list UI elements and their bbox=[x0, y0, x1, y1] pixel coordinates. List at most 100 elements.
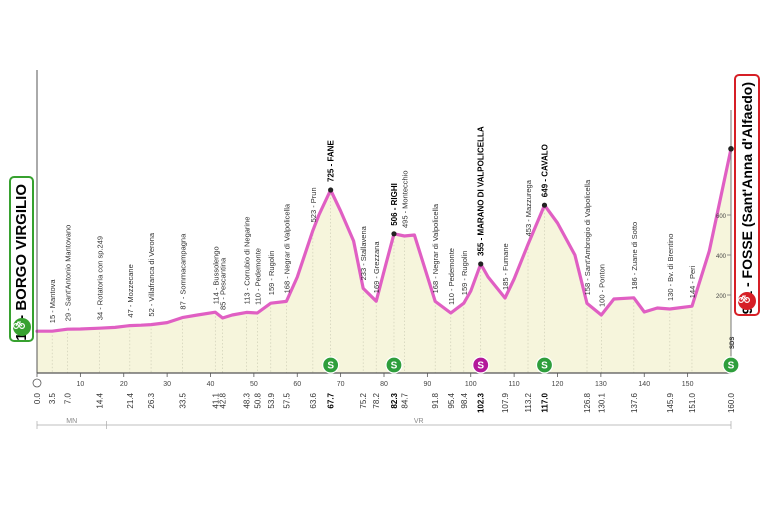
region-label: MN bbox=[66, 418, 77, 425]
place-label: 144 - Peri bbox=[688, 265, 697, 298]
start-flag-icon bbox=[12, 318, 31, 336]
x-tick-label: 120 bbox=[552, 381, 564, 388]
place-label: 87 - Sommacampagna bbox=[178, 233, 187, 310]
km-value-label: 50.8 bbox=[253, 392, 262, 408]
place-label: 355 - MARANO DI VALPOLICELLA bbox=[477, 126, 486, 256]
place-label: 110 - Pedemonte bbox=[447, 248, 456, 305]
x-tick-label: 20 bbox=[120, 381, 128, 388]
finish-label: 931 - FOSSE (Sant'Anna d'Alfaedo) bbox=[739, 82, 755, 315]
km-value-label: 107.9 bbox=[501, 392, 510, 413]
place-label: 649 - CAVALO bbox=[540, 144, 549, 197]
x-tick-label: 140 bbox=[638, 381, 650, 388]
place-label: 100 - Ponton bbox=[597, 264, 606, 307]
km-value-label: 21.4 bbox=[126, 392, 135, 408]
sprint-marker-icon bbox=[535, 356, 554, 374]
profile-line bbox=[35, 147, 733, 333]
place-label: 523 - Prun bbox=[309, 187, 318, 222]
km-value-label: 57.5 bbox=[282, 392, 291, 408]
place-label: 159 - Rugolin bbox=[460, 251, 469, 296]
y-tick-label: 200 bbox=[716, 294, 727, 300]
place-label: 130 - Bv. di Brentino bbox=[666, 234, 675, 301]
km-value-label: 3.5 bbox=[48, 392, 57, 404]
km-value-label: 113.2 bbox=[524, 392, 533, 412]
profile-area bbox=[37, 148, 731, 373]
place-label: 725 - FANE bbox=[327, 140, 336, 182]
place-label: 158 - Sant'Ambrogio di Valpolicella bbox=[583, 179, 592, 295]
x-tick-label: 110 bbox=[509, 381, 520, 388]
start-label-box: 19 - BORGO VIRGILIO bbox=[9, 176, 34, 342]
finish-dot bbox=[728, 146, 734, 152]
place-label: 15 - Mantova bbox=[48, 279, 57, 324]
summit-dot bbox=[391, 231, 397, 237]
place-label: 506 - RIGHI bbox=[390, 183, 399, 226]
summit-dot bbox=[541, 202, 548, 208]
km-value-label: 26.3 bbox=[147, 392, 156, 408]
x-tick-label: 60 bbox=[293, 381, 301, 388]
x-tick-label: 50 bbox=[250, 381, 258, 388]
place-label: 47 - Mozzecane bbox=[126, 264, 135, 317]
km-value-label: 63.6 bbox=[309, 392, 318, 408]
km-value-label: 95.4 bbox=[447, 392, 456, 408]
km-value-label: 82.3 bbox=[390, 392, 399, 408]
km-value-label: 130.1 bbox=[597, 392, 606, 413]
km-value-label: 41.1 bbox=[211, 392, 220, 408]
place-label: 114 - Bussolengo bbox=[211, 246, 220, 304]
sds-label: SDS bbox=[730, 337, 736, 349]
place-label: 113 - Corrubio di Negarine bbox=[243, 217, 252, 305]
finish-flag-icon bbox=[738, 292, 756, 310]
sprint-marker-letter: S bbox=[327, 361, 334, 372]
summit-dot bbox=[478, 261, 484, 267]
x-tick-label: 40 bbox=[207, 381, 215, 388]
x-tick-label: 90 bbox=[423, 381, 431, 388]
sprint-marker-icon bbox=[722, 356, 740, 374]
km-value-label: 137.6 bbox=[630, 392, 639, 413]
finish-label-box: 931 - FOSSE (Sant'Anna d'Alfaedo) bbox=[734, 74, 760, 316]
km-value-label: 151.0 bbox=[688, 392, 697, 413]
x-tick-label: 100 bbox=[465, 381, 477, 388]
place-label: 85 - Pescantina bbox=[219, 257, 228, 310]
sprint-marker-letter: S bbox=[391, 361, 398, 372]
km-value-label: 42.8 bbox=[219, 392, 228, 408]
sprint-marker-letter: S bbox=[541, 361, 548, 372]
sprint-marker-icon bbox=[322, 356, 340, 374]
region-label: VR bbox=[414, 418, 424, 425]
km-value-label: 75.2 bbox=[359, 392, 368, 408]
x-tick-label: 150 bbox=[682, 381, 694, 388]
km-value-label: 67.7 bbox=[327, 392, 336, 408]
origin-icon bbox=[32, 378, 42, 388]
km-value-label: 91.8 bbox=[431, 392, 440, 408]
place-label: 34 - Rotatoria con sp.249 bbox=[95, 236, 104, 320]
place-label: 185 - Fumane bbox=[501, 243, 510, 290]
place-label: 52 - Villafranca di Verona bbox=[147, 232, 156, 316]
place-label: 186 - Zuane di Sotto bbox=[630, 222, 639, 290]
sprint-marker-icon bbox=[385, 356, 403, 374]
sprint-marker-letter: S bbox=[477, 361, 484, 372]
place-label: 453 - Mazzurega bbox=[524, 179, 533, 236]
km-value-label: 0.0 bbox=[33, 392, 42, 404]
km-value-label: 98.4 bbox=[460, 392, 469, 408]
x-tick-label: 30 bbox=[163, 381, 171, 388]
place-label: 169 - Grezzana bbox=[372, 241, 381, 294]
y-tick-label: 400 bbox=[716, 254, 727, 260]
km-value-label: 14.4 bbox=[95, 392, 104, 408]
km-value-label: 117.0 bbox=[540, 392, 549, 412]
place-label: 110 - Pedemonte bbox=[253, 248, 262, 305]
y-tick-label: 600 bbox=[716, 214, 727, 220]
sprint-marker-letter: S bbox=[728, 361, 735, 372]
sprint-marker-icon bbox=[472, 356, 490, 374]
km-value-label: 102.3 bbox=[477, 392, 486, 413]
x-tick-label: 130 bbox=[595, 381, 607, 388]
km-value-label: 126.8 bbox=[583, 392, 592, 413]
km-value-label: 7.0 bbox=[63, 392, 72, 404]
place-label: 495 - Montecchio bbox=[400, 170, 409, 228]
km-value-label: 53.9 bbox=[267, 392, 276, 408]
x-tick-label: 70 bbox=[337, 381, 345, 388]
km-value-label: 145.9 bbox=[666, 392, 675, 413]
x-tick-label: 80 bbox=[380, 381, 388, 388]
place-label: 168 - Negrar di Valpolicella bbox=[431, 203, 440, 293]
km-value-label: 33.5 bbox=[178, 392, 187, 408]
place-label: 168 - Negrar di Valpolicella bbox=[282, 203, 291, 293]
place-label: 233 - Stallavena bbox=[359, 225, 368, 280]
